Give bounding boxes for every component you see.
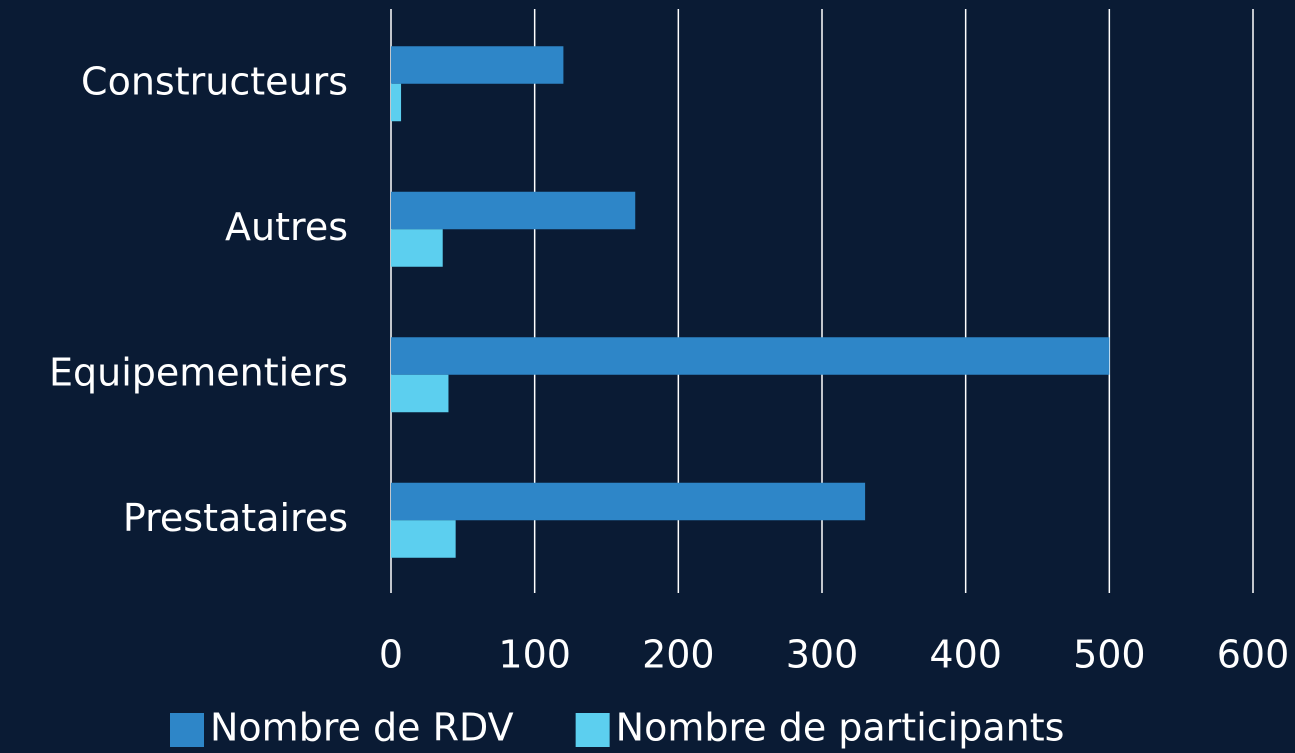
x-tick-label: 400 — [929, 633, 1002, 677]
legend-label: Nombre de participants — [616, 706, 1065, 750]
x-tick-label: 100 — [498, 633, 571, 677]
bar — [391, 482, 866, 521]
y-tick-label: Constructeurs — [81, 59, 348, 103]
legend-label: Nombre de RDV — [210, 706, 514, 750]
y-tick-label: Autres — [225, 205, 348, 249]
bar — [391, 83, 402, 122]
y-tick-label: Prestataires — [123, 496, 348, 540]
x-tick-label: 0 — [379, 633, 403, 677]
y-tick-label: Equipementiers — [49, 350, 348, 394]
legend-swatch — [575, 713, 610, 747]
x-tick-label: 200 — [642, 633, 715, 677]
legend-swatch — [170, 713, 204, 747]
bar — [391, 374, 449, 413]
x-tick-label: 600 — [1217, 633, 1290, 677]
bar — [391, 520, 456, 558]
bar — [391, 46, 564, 84]
bar — [391, 229, 443, 267]
bar — [391, 337, 1110, 375]
bar — [391, 191, 636, 230]
x-tick-label: 500 — [1073, 633, 1146, 677]
x-tick-label: 300 — [786, 633, 859, 677]
